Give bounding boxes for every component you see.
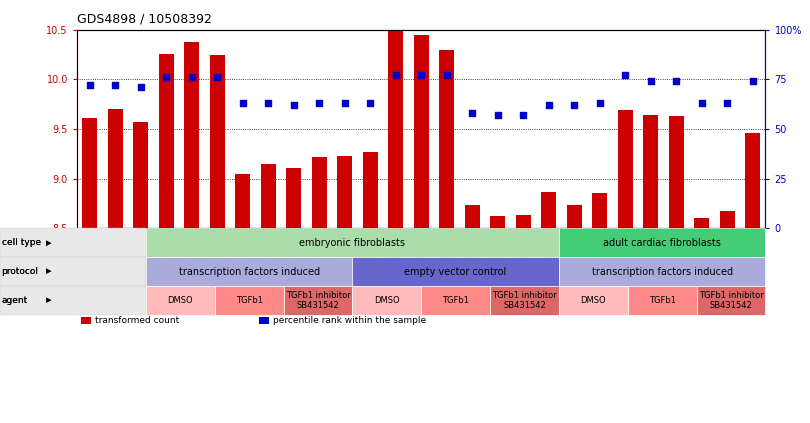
Point [415, 72, 428, 79]
Point [670, 78, 683, 85]
Point [721, 100, 734, 107]
Text: ▶: ▶ [46, 297, 52, 303]
Bar [745, 133, 761, 228]
Point [466, 110, 479, 116]
Text: TGFb1 inhibitor
SB431542: TGFb1 inhibitor SB431542 [286, 291, 350, 310]
Point [440, 72, 453, 79]
Bar [286, 168, 301, 228]
Text: percentile rank within the sample: percentile rank within the sample [273, 316, 426, 325]
Bar [82, 118, 97, 228]
Text: agent: agent [2, 296, 28, 305]
Text: DMSO: DMSO [374, 296, 399, 305]
Bar [668, 116, 684, 228]
Point [746, 78, 759, 85]
Bar [541, 192, 556, 228]
Text: cell type: cell type [2, 238, 40, 247]
Point [262, 100, 275, 107]
Point [619, 72, 632, 79]
Bar [617, 110, 633, 228]
Bar [490, 217, 505, 228]
Bar [184, 41, 199, 228]
Point [185, 74, 198, 81]
Text: agent: agent [2, 296, 28, 305]
Text: DMSO: DMSO [168, 296, 193, 305]
Bar [388, 30, 403, 228]
Bar [592, 192, 608, 228]
Point [83, 82, 96, 89]
Text: ▶: ▶ [46, 269, 52, 275]
Bar [133, 122, 148, 228]
Point [517, 112, 530, 118]
Bar [439, 50, 454, 228]
Point [339, 100, 352, 107]
Point [313, 100, 326, 107]
Point [211, 74, 224, 81]
Point [134, 84, 147, 91]
Bar [363, 152, 377, 228]
Text: ▶: ▶ [46, 269, 52, 275]
Bar [566, 205, 582, 228]
Text: ▶: ▶ [46, 240, 52, 246]
Bar [261, 164, 276, 228]
Bar [719, 211, 735, 228]
Text: protocol: protocol [2, 267, 39, 276]
Text: embryonic fibroblasts: embryonic fibroblasts [300, 238, 405, 248]
Bar [337, 156, 352, 228]
Point [288, 102, 301, 109]
Text: TGFb1 inhibitor
SB431542: TGFb1 inhibitor SB431542 [492, 291, 556, 310]
Point [390, 72, 403, 79]
Bar [643, 115, 659, 228]
Text: TGFb1: TGFb1 [442, 296, 469, 305]
Point [364, 100, 377, 107]
Text: transformed count: transformed count [95, 316, 179, 325]
Text: transcription factors induced: transcription factors induced [178, 266, 320, 277]
Bar [694, 219, 710, 228]
Bar [108, 109, 123, 228]
Point [644, 78, 657, 85]
Text: ▶: ▶ [46, 297, 52, 303]
Text: DMSO: DMSO [581, 296, 606, 305]
Point [542, 102, 555, 109]
Point [491, 112, 504, 118]
Point [160, 74, 173, 81]
Point [109, 82, 122, 89]
Text: TGFb1 inhibitor
SB431542: TGFb1 inhibitor SB431542 [699, 291, 763, 310]
Point [593, 100, 606, 107]
Text: GDS4898 / 10508392: GDS4898 / 10508392 [77, 13, 212, 26]
Point [695, 100, 708, 107]
Text: protocol: protocol [2, 267, 39, 276]
Text: ▶: ▶ [46, 240, 52, 246]
Text: TGFb1: TGFb1 [236, 296, 262, 305]
Bar [515, 215, 531, 228]
Bar [312, 157, 327, 228]
Text: empty vector control: empty vector control [404, 266, 507, 277]
Text: transcription factors induced: transcription factors induced [591, 266, 733, 277]
Bar [159, 55, 174, 228]
Bar [210, 55, 225, 228]
Point [237, 100, 249, 107]
Text: TGFb1: TGFb1 [649, 296, 676, 305]
Text: cell type: cell type [2, 238, 40, 247]
Bar [465, 205, 480, 228]
Point [568, 102, 581, 109]
Bar [235, 174, 250, 228]
Bar [414, 35, 428, 228]
Text: adult cardiac fibroblasts: adult cardiac fibroblasts [603, 238, 721, 248]
